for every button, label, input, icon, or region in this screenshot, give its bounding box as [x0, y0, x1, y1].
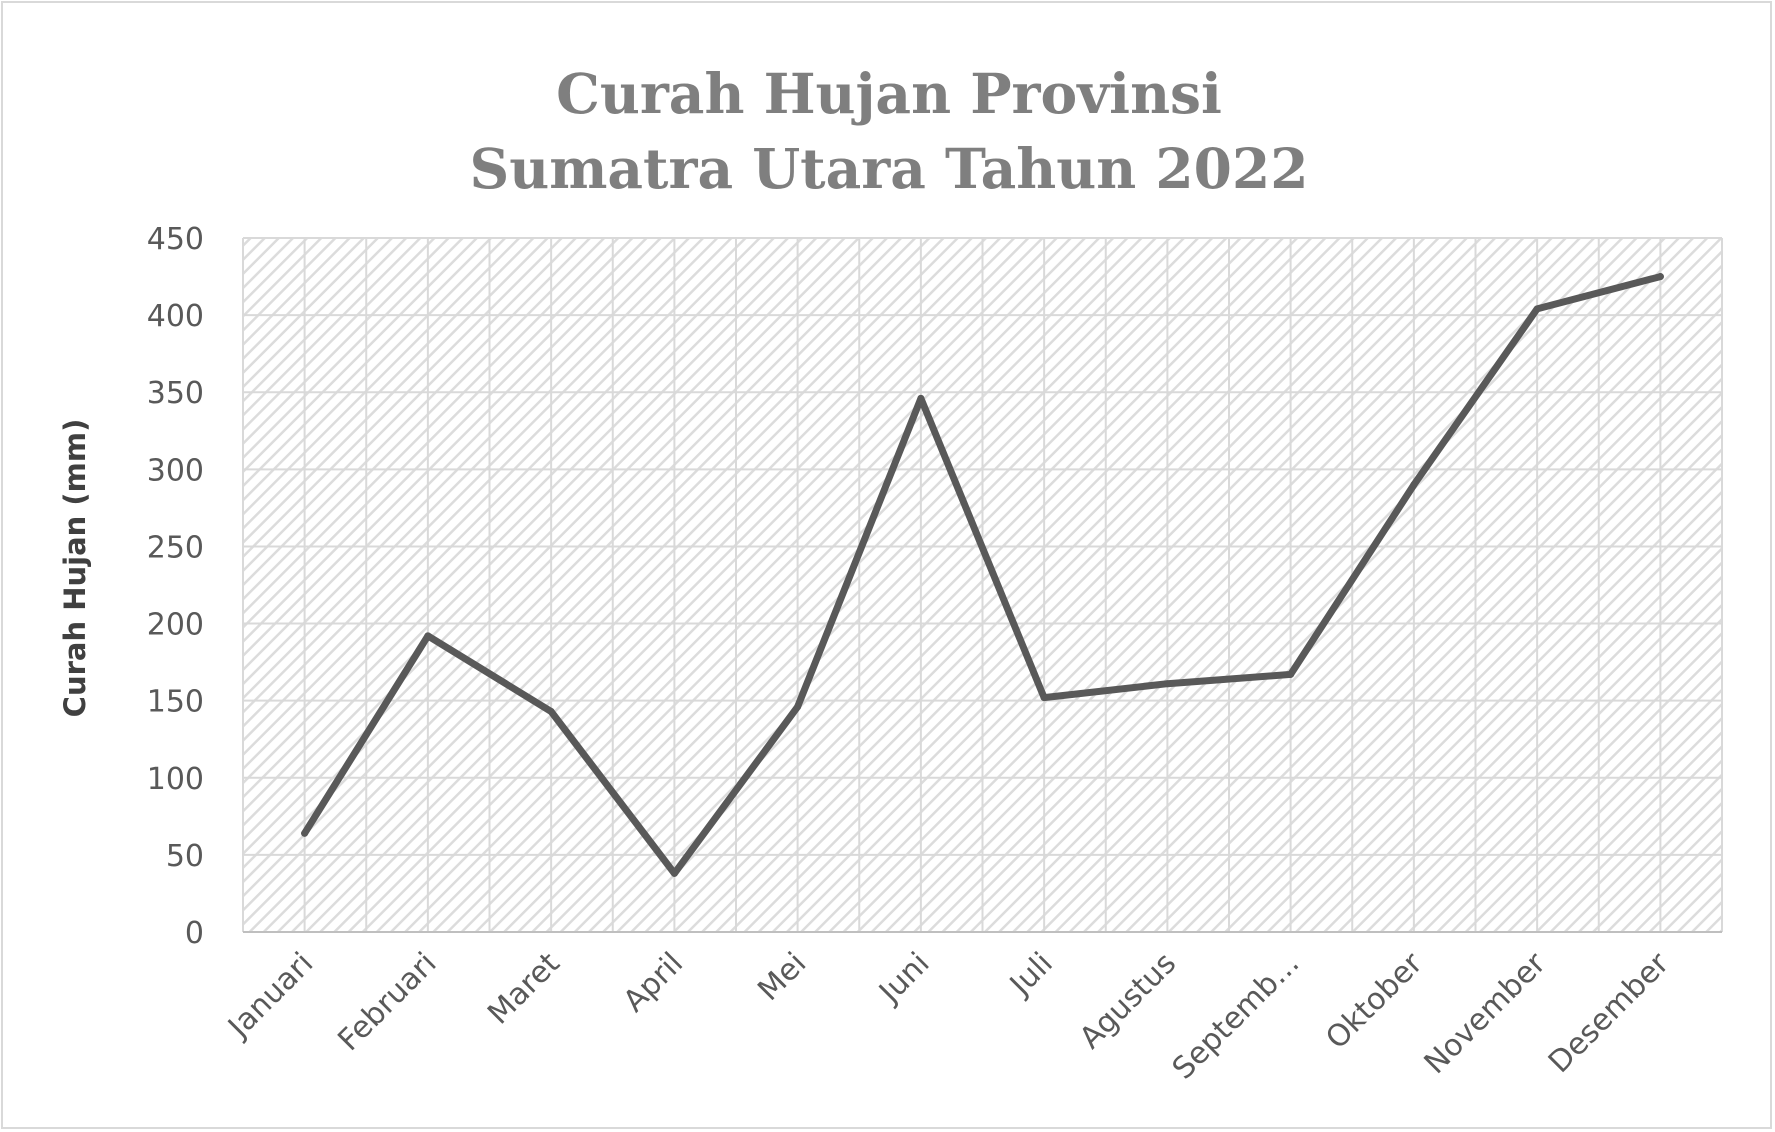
x-tick-label: April — [617, 946, 690, 1019]
y-axis-ticks: 0 50 100 150 200 250 300 350 400 450 — [147, 222, 204, 951]
data-point — [1533, 305, 1541, 313]
x-tick-label: Oktober — [1319, 945, 1430, 1056]
data-point — [794, 703, 802, 711]
series-group — [301, 273, 1664, 877]
y-tick-label: 150 — [147, 685, 204, 720]
x-tick-label: Maret — [481, 946, 567, 1032]
x-tick-label: Septemb... — [1166, 946, 1306, 1086]
series-line — [301, 273, 1664, 877]
data-point — [424, 632, 432, 640]
y-tick-label: 200 — [147, 608, 204, 643]
x-tick-label: Januari — [220, 946, 320, 1046]
chart-title-line-2: Sumatra Utara Tahun 2022 — [470, 136, 1309, 201]
y-tick-label: 350 — [147, 376, 204, 411]
data-point — [1287, 670, 1295, 678]
y-tick-label: 250 — [147, 530, 204, 565]
data-point — [1656, 273, 1664, 281]
chart-title-line-1: Curah Hujan Provinsi — [556, 61, 1222, 126]
data-point — [917, 394, 925, 402]
y-tick-label: 450 — [147, 222, 204, 257]
y-tick-label: 0 — [185, 916, 204, 951]
x-tick-label: Agustus — [1073, 946, 1183, 1056]
data-point — [1163, 680, 1171, 688]
x-tick-label: Juni — [871, 946, 936, 1011]
y-tick-label: 100 — [147, 762, 204, 797]
x-tick-label: Februari — [331, 946, 443, 1058]
x-tick-label: November — [1418, 945, 1554, 1081]
x-tick-label: Desember — [1542, 945, 1677, 1080]
x-axis-ticks: Januari Februari Maret April Mei Juni Juli Agus… — [220, 945, 1676, 1086]
data-point — [547, 707, 555, 715]
y-tick-label: 300 — [147, 453, 204, 488]
data-point — [1410, 481, 1418, 489]
line-chart: Curah Hujan Provinsi Sumatra Utara Tahun… — [58, 61, 1723, 1086]
data-point — [301, 829, 309, 837]
y-axis-label: Curah Hujan (mm) — [58, 419, 92, 718]
y-tick-label: 400 — [147, 299, 204, 334]
x-tick-label: Juli — [1002, 946, 1060, 1004]
data-point — [670, 869, 678, 877]
gridlines — [242, 237, 1723, 932]
x-tick-label: Mei — [751, 946, 813, 1008]
y-tick-label: 50 — [166, 839, 204, 874]
data-point — [1040, 694, 1048, 702]
